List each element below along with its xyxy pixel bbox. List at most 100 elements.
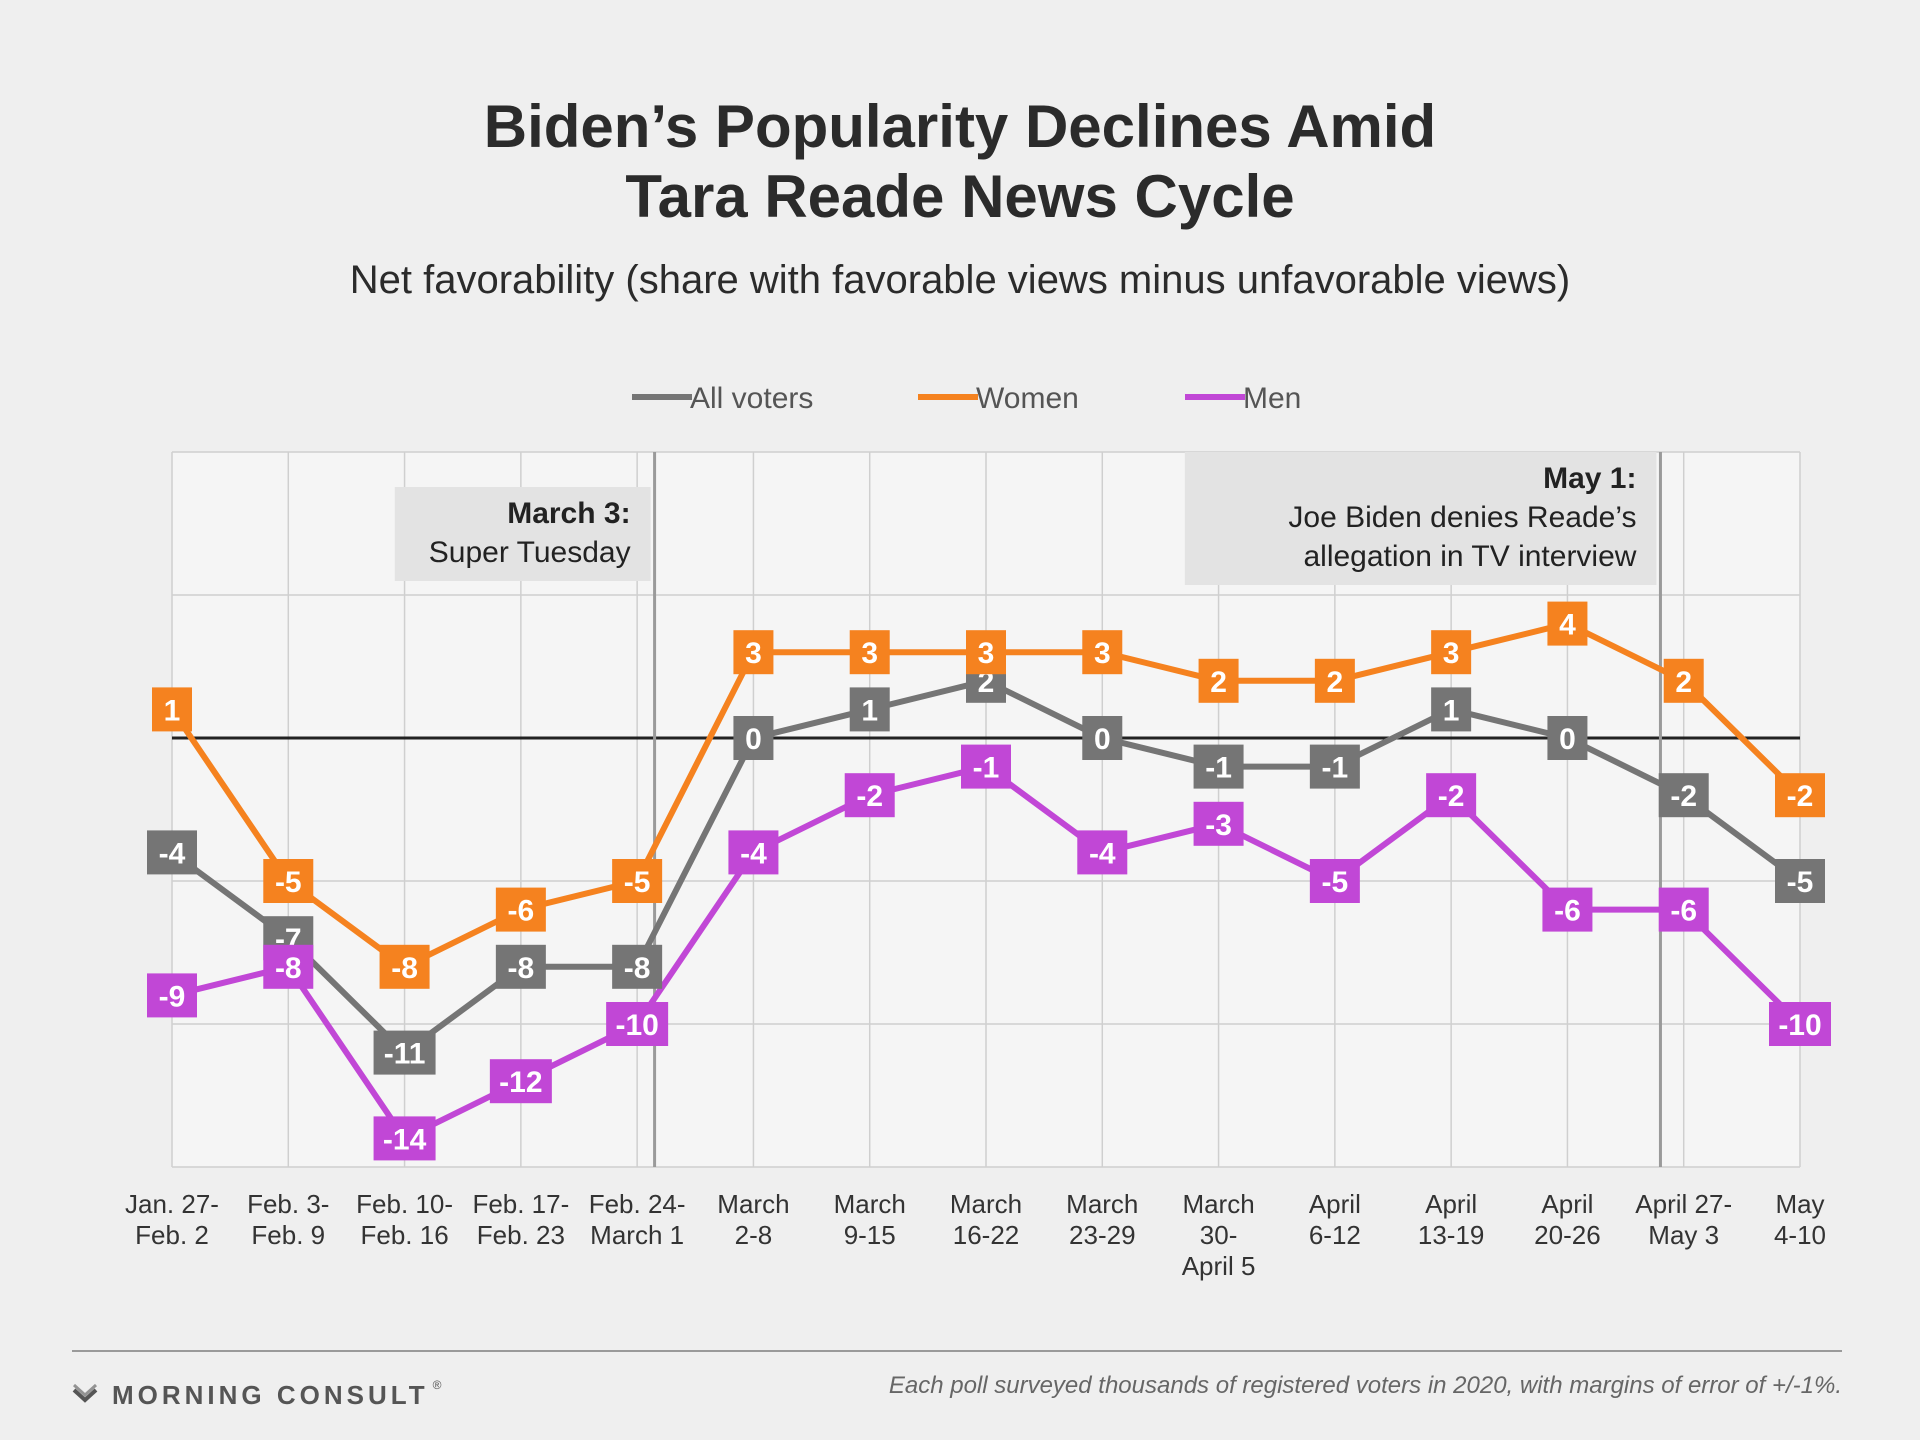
x-tick-label: March 1 [590, 1220, 684, 1250]
data-point-marker [1658, 773, 1709, 818]
x-tick-label: 9-15 [844, 1220, 896, 1250]
data-point-marker [733, 716, 774, 760]
data-point-marker [379, 944, 430, 989]
data-point-marker [147, 973, 197, 1018]
data-label: -8 [391, 952, 418, 985]
title-line-1: Biden’s Popularity Declines Amid [483, 93, 1437, 160]
event-annotation-box [394, 487, 651, 581]
data-point-marker [849, 630, 890, 675]
event-annotation-text: allegation in TV interview [1303, 540, 1636, 573]
data-point-marker [1309, 859, 1360, 903]
data-label: -8 [508, 952, 535, 985]
x-tick-label: April [1425, 1189, 1477, 1219]
data-point-marker [1663, 658, 1704, 703]
data-point-marker [1431, 630, 1472, 675]
data-label: 3 [861, 637, 878, 670]
data-point-marker [1309, 744, 1360, 789]
data-label: -3 [1205, 809, 1232, 842]
data-label: 3 [745, 637, 762, 670]
data-label: -2 [1438, 780, 1465, 813]
data-point-marker [1775, 773, 1825, 818]
event-annotation-date: March 3: [507, 497, 630, 530]
event-annotation-text: Joe Biden denies Reade’s [1288, 501, 1636, 534]
data-label: 3 [1443, 637, 1460, 670]
methodology-note: Each poll surveyed thousands of register… [888, 1372, 1842, 1399]
x-tick-label: Feb. 23 [477, 1220, 565, 1250]
x-tick-label: Feb. 16 [360, 1220, 448, 1250]
x-tick-label: April [1309, 1189, 1361, 1219]
x-tick-label: Feb. 9 [251, 1220, 325, 1250]
data-label: 1 [164, 694, 181, 727]
data-label: -1 [1205, 752, 1232, 785]
data-label: 0 [1559, 723, 1576, 756]
chart-title: Biden’s Popularity Declines Amid Tara Re… [0, 92, 1920, 232]
x-tick-label: Feb. 24- [589, 1189, 686, 1219]
data-label: 0 [1094, 723, 1111, 756]
x-tick-label: March [1066, 1189, 1138, 1219]
x-tick-label: April 5 [1182, 1251, 1256, 1281]
data-label: 1 [1443, 694, 1460, 727]
data-label: -5 [1787, 866, 1814, 899]
data-point-marker [147, 830, 197, 875]
x-tick-label: 6-12 [1309, 1220, 1361, 1250]
data-label: -1 [973, 752, 1000, 785]
brand-name: MORNING CONSULT [112, 1379, 429, 1410]
x-tick-label: 30- [1200, 1220, 1238, 1250]
brand-mark: ® [432, 1378, 442, 1392]
x-tick-label: Jan. 27- [125, 1189, 219, 1219]
data-point-marker [1769, 1002, 1831, 1046]
data-point-marker [1547, 716, 1588, 760]
data-point-marker [961, 744, 1011, 789]
data-point-marker [263, 944, 314, 989]
x-tick-label: Feb. 10- [356, 1189, 453, 1219]
data-point-marker [849, 687, 890, 732]
chart-subtitle: Net favorability (share with favorable v… [349, 258, 1571, 302]
data-point-marker [263, 859, 314, 903]
x-tick-label: 23-29 [1069, 1220, 1136, 1250]
data-point-marker [844, 773, 895, 818]
data-label: -2 [856, 780, 883, 813]
title-line-2: Tara Reade News Cycle [625, 163, 1295, 230]
x-tick-label: 13-19 [1418, 1220, 1485, 1250]
data-point-marker [1775, 859, 1825, 903]
data-label: -2 [1787, 780, 1814, 813]
legend-label: Men [1243, 382, 1301, 415]
x-tick-label: 4-10 [1774, 1220, 1826, 1250]
data-point-marker [612, 944, 663, 989]
data-point-marker [1082, 630, 1123, 675]
data-point-marker [966, 630, 1006, 675]
data-point-marker [495, 944, 546, 989]
x-tick-label: March [717, 1189, 789, 1219]
data-label: 2 [1675, 666, 1692, 699]
data-label: 4 [1559, 609, 1576, 642]
data-label: 3 [1094, 637, 1111, 670]
data-label: -1 [1322, 752, 1349, 785]
data-point-marker [373, 1030, 436, 1075]
event-annotation-date: May 1: [1543, 462, 1636, 495]
data-label: -5 [275, 866, 302, 899]
footer-divider [72, 1350, 1842, 1352]
data-label: 3 [978, 637, 995, 670]
data-point-marker [373, 1116, 436, 1161]
data-point-marker [1314, 658, 1355, 703]
data-label: 2 [1210, 666, 1227, 699]
data-point-marker [728, 830, 779, 875]
data-point-marker [612, 859, 663, 903]
data-label: -2 [1670, 780, 1697, 813]
data-label: 0 [745, 723, 762, 756]
data-label: -6 [1670, 895, 1697, 928]
data-point-marker [1193, 744, 1244, 789]
data-label: -9 [159, 980, 186, 1013]
data-label: -10 [615, 1009, 658, 1042]
data-label: -10 [1778, 1009, 1821, 1042]
legend-label: Women [976, 382, 1079, 415]
x-tick-label: May 3 [1648, 1220, 1719, 1250]
brand-logo: MORNING CONSULT ® [72, 1378, 441, 1412]
data-label: -5 [624, 866, 651, 899]
data-point-marker [495, 887, 546, 932]
data-label: 1 [861, 694, 878, 727]
x-tick-label: March [1182, 1189, 1254, 1219]
x-tick-label: May [1775, 1189, 1824, 1219]
data-label: -12 [499, 1066, 542, 1099]
